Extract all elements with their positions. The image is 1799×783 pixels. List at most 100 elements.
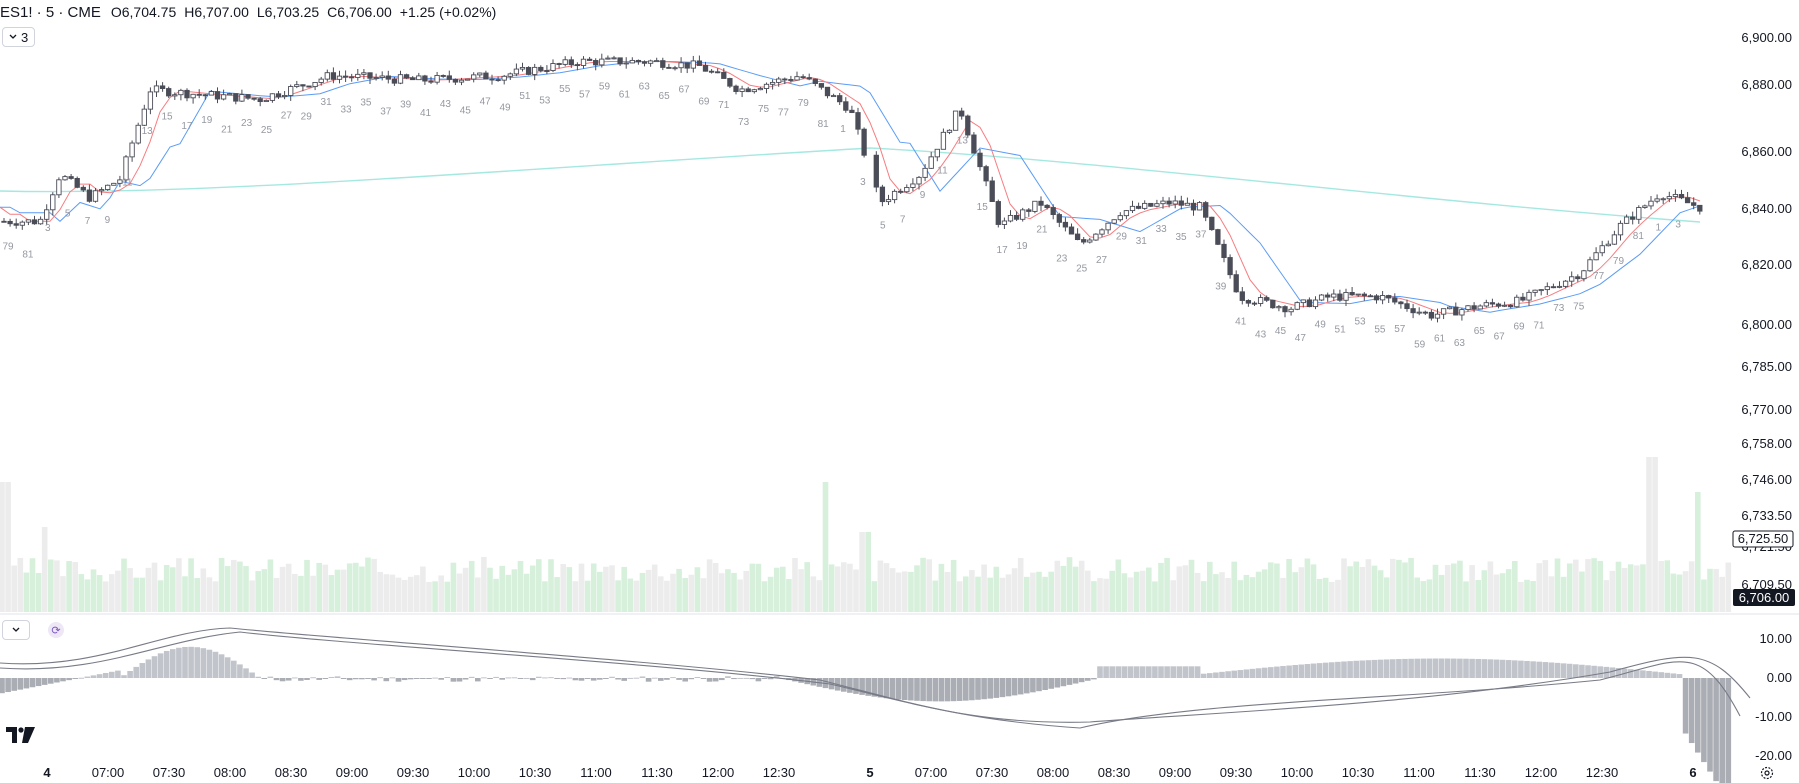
macd-histogram-bar [572, 678, 579, 681]
volume-bar [194, 577, 200, 612]
macd-histogram-bar [487, 678, 493, 679]
candles [1, 53, 1703, 323]
volume-bar [1268, 562, 1274, 612]
candle-body [830, 95, 837, 98]
volume-bar [1310, 564, 1317, 612]
candle-body [1605, 243, 1611, 247]
macd-histogram-bar [969, 678, 975, 701]
candle-body [1361, 293, 1367, 297]
volume-bar [96, 575, 103, 612]
volume-bar [1536, 563, 1542, 612]
candle-body [1355, 293, 1361, 296]
macd-histogram-bar [127, 670, 133, 678]
candle-body [50, 194, 56, 211]
refresh-icon[interactable]: ⟳ [48, 622, 64, 638]
volume-bar [1115, 559, 1122, 612]
settings-gear-icon[interactable] [1759, 765, 1775, 781]
candle-body [464, 78, 471, 81]
candle-body [105, 184, 111, 191]
macd-histogram-bar [1048, 678, 1054, 689]
candle-body [525, 66, 532, 75]
bar-count-label: 5 [65, 208, 71, 219]
volume-bar [1457, 560, 1463, 612]
tradingview-logo-icon[interactable] [6, 727, 36, 743]
volume-bar [1158, 562, 1164, 612]
macd-histogram-bar [529, 678, 536, 681]
macd-histogram-bar [1194, 666, 1201, 678]
volume-bar [395, 577, 402, 612]
volume-bar [139, 577, 146, 612]
macd-histogram-bar [1024, 678, 1030, 694]
macd-histogram-bar [444, 677, 451, 679]
volume-bar [1085, 570, 1091, 612]
candle-body [391, 78, 398, 84]
candle-body [1684, 197, 1691, 204]
candle-body [641, 61, 648, 64]
macd-histogram-bar [737, 677, 743, 679]
candle-body [416, 75, 422, 81]
volume-bar [554, 577, 560, 612]
macd-histogram-bar [1335, 661, 1341, 678]
candle-body [1257, 297, 1264, 304]
volume-bar [1554, 558, 1561, 612]
volume-bar [578, 563, 585, 612]
macd-histogram-bar [1676, 674, 1683, 678]
macd-histogram-bar [1457, 658, 1463, 678]
candle-body [605, 57, 611, 60]
volume-bar [1463, 581, 1469, 612]
volume-bar [359, 566, 365, 612]
volume-bar [981, 564, 987, 612]
candle-body [1294, 302, 1300, 310]
volume-bar [1060, 565, 1067, 612]
current-price-badge-bg [1732, 530, 1794, 548]
macd-toggle-button[interactable] [2, 620, 30, 640]
volume-bar [188, 558, 194, 612]
volume-bar [1621, 567, 1628, 612]
symbol-title[interactable]: ES1! · 5 · CME [0, 3, 101, 21]
bar-count-label: 63 [1454, 338, 1466, 349]
volume-bar [450, 562, 457, 612]
candle-body [92, 190, 99, 202]
candle-body [483, 72, 489, 80]
time-axis-label: 12:30 [763, 765, 796, 780]
candle-body [19, 221, 25, 226]
macd-histogram-bar [645, 678, 652, 682]
macd-signal-line [0, 631, 1751, 723]
bar-count-label: 43 [1255, 329, 1267, 340]
volume-bar [1438, 574, 1445, 612]
volume-bar [90, 569, 97, 612]
time-axis[interactable]: 4 07:00 07:30 08:00 08:30 09:00 09:30 10:00 10:3… [43, 765, 1696, 780]
macd-histogram-bar [115, 670, 121, 678]
macd-histogram-bar [1127, 666, 1134, 678]
macd-histogram-bar [578, 678, 585, 681]
volume-bar [975, 576, 981, 612]
candle-body [1599, 245, 1605, 254]
macd-histogram-bar [285, 678, 292, 681]
candle-body [330, 72, 337, 80]
price-axis[interactable]: 6,900.00 6,880.00 6,860.00 6,840.00 6,820.00… [1741, 30, 1792, 592]
candle-body [1630, 216, 1636, 220]
last-price-badge-bg [1733, 589, 1795, 606]
volume-bar [853, 569, 859, 612]
candle-body [1148, 202, 1154, 207]
macd-histogram-bar [72, 678, 78, 679]
long-moving-average-line [0, 147, 1701, 223]
candle-body [1440, 308, 1447, 315]
macd-axis[interactable]: 10.00 0.00 -10.00 -20.00 [1755, 631, 1792, 763]
bar-count-label: 57 [579, 90, 591, 101]
macd-histogram-bar [353, 678, 359, 680]
macd-histogram-bar [401, 678, 408, 681]
volume-bar [1377, 570, 1384, 612]
candle-body [763, 83, 770, 89]
indicators-toggle-button[interactable]: 3 [2, 27, 36, 47]
candle-body [898, 190, 904, 193]
macd-histogram-bar [1322, 662, 1329, 678]
candle-body [288, 86, 294, 96]
time-axis-label: 07:30 [153, 765, 186, 780]
volume-bar [432, 581, 438, 612]
candle-body [379, 75, 385, 78]
macd-histogram-bar [651, 677, 658, 679]
volume-bar [1597, 560, 1603, 612]
bar-count-label: 63 [639, 82, 651, 93]
